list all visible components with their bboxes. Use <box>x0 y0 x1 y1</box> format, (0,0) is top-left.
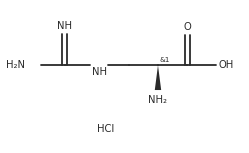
Text: NH₂: NH₂ <box>148 95 168 105</box>
Text: NH: NH <box>57 21 72 31</box>
Text: &1: &1 <box>159 57 170 63</box>
Text: O: O <box>184 22 191 32</box>
Polygon shape <box>155 65 161 90</box>
Text: HCl: HCl <box>97 124 114 134</box>
Text: OH: OH <box>218 60 233 70</box>
Text: H₂N: H₂N <box>6 60 25 70</box>
Text: NH: NH <box>92 67 107 77</box>
